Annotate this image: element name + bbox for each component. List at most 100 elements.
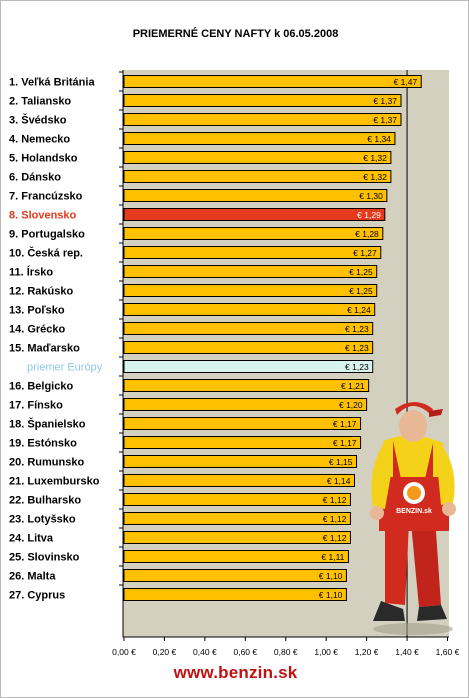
bar bbox=[123, 341, 374, 354]
category-label: 2. Taliansko bbox=[9, 96, 71, 108]
footer-url: www.benzin.sk bbox=[173, 663, 298, 682]
category-label: 5. Holandsko bbox=[9, 153, 78, 165]
mascot-arm-left bbox=[371, 445, 393, 509]
bar-value-label: € 1,23 bbox=[345, 324, 369, 334]
bar-value-label: € 1,14 bbox=[327, 476, 351, 486]
bar bbox=[123, 379, 370, 392]
bar bbox=[123, 474, 355, 487]
mascot-shirt-text: BENZIN.sk bbox=[396, 508, 432, 515]
mascot-leg-left bbox=[385, 521, 409, 605]
chart-title: PRIEMERNÉ CENY NAFTY k 06.05.2008 bbox=[132, 28, 339, 40]
mascot-logo-inner bbox=[407, 486, 421, 500]
bar-value-label: € 1,12 bbox=[323, 533, 347, 543]
bar bbox=[123, 284, 378, 297]
x-tick-label: 1,20 € bbox=[355, 647, 379, 657]
category-label: 9. Portugalsko bbox=[9, 229, 85, 241]
category-label: 13. Poľsko bbox=[9, 305, 65, 317]
category-label: 26. Malta bbox=[9, 571, 56, 583]
bar-value-label: € 1,32 bbox=[363, 172, 387, 182]
mascot-shoe-right bbox=[417, 605, 447, 621]
category-label: priemer Európy bbox=[27, 362, 103, 374]
mascot-cap-visor bbox=[429, 409, 443, 417]
x-tick-label: 0,60 € bbox=[233, 647, 257, 657]
category-label: 23. Lotyšsko bbox=[9, 514, 76, 526]
mascot-head bbox=[399, 410, 427, 442]
bar bbox=[123, 322, 374, 335]
bar-value-label: € 1,32 bbox=[363, 153, 387, 163]
bar bbox=[123, 588, 347, 601]
x-tick-label: 0,40 € bbox=[193, 647, 217, 657]
bar-value-label: € 1,37 bbox=[373, 96, 397, 106]
category-label: 7. Francúzsko bbox=[9, 191, 83, 203]
bar bbox=[123, 246, 382, 259]
bar bbox=[123, 265, 378, 278]
category-label: 16. Belgicko bbox=[9, 381, 73, 393]
bar-value-label: € 1,10 bbox=[319, 590, 343, 600]
bar-value-label: € 1,23 bbox=[345, 362, 369, 372]
category-label: 3. Švédsko bbox=[9, 114, 67, 127]
bar-value-label: € 1,21 bbox=[341, 381, 365, 391]
bar-value-label: € 1,34 bbox=[367, 134, 391, 144]
mascot-hand-left bbox=[370, 506, 384, 520]
bar-value-label: € 1,15 bbox=[329, 457, 353, 467]
category-label: 25. Slovinsko bbox=[9, 552, 80, 564]
bar bbox=[123, 113, 402, 126]
mascot-cap bbox=[395, 402, 433, 415]
x-tick-label: 1,40 € bbox=[395, 647, 419, 657]
category-label: 8. Slovensko bbox=[9, 210, 77, 222]
category-label: 19. Estónsko bbox=[9, 438, 77, 450]
bar-value-label: € 1,10 bbox=[319, 571, 343, 581]
mascot-shadow bbox=[373, 623, 453, 635]
bar-value-label: € 1,12 bbox=[323, 514, 347, 524]
category-label: 20. Rumunsko bbox=[9, 457, 84, 469]
bar-value-label: € 1,37 bbox=[373, 115, 397, 125]
category-label: 21. Luxembursko bbox=[9, 476, 100, 488]
mascot-strap-right bbox=[425, 443, 433, 479]
mascot-leg-right bbox=[411, 517, 441, 607]
category-label: 6. Dánsko bbox=[9, 172, 61, 184]
mascot-shoe-left bbox=[373, 601, 405, 621]
bar bbox=[123, 455, 358, 468]
x-tick-label: 1,60 € bbox=[436, 647, 460, 657]
bar bbox=[123, 512, 351, 525]
bar-value-label: € 1,11 bbox=[321, 552, 344, 562]
bar-value-label: € 1,12 bbox=[323, 495, 347, 505]
bar bbox=[123, 436, 362, 449]
bar bbox=[123, 94, 402, 107]
bar-value-label: € 1,20 bbox=[339, 400, 363, 410]
mascot-hand-right bbox=[442, 502, 456, 516]
bar bbox=[123, 132, 396, 145]
category-label: 1. Veľká Británia bbox=[9, 77, 95, 89]
category-label: 17. Fínsko bbox=[9, 400, 63, 412]
category-label: 10. Česká rep. bbox=[9, 247, 83, 260]
bar bbox=[123, 360, 374, 373]
bar-value-label: € 1,30 bbox=[359, 191, 383, 201]
category-label: 12. Rakúsko bbox=[9, 286, 73, 298]
bar-value-label: € 1,24 bbox=[347, 305, 371, 315]
bar bbox=[123, 208, 386, 221]
category-label: 24. Litva bbox=[9, 533, 54, 545]
mascot-arm-right bbox=[437, 447, 455, 505]
bar-value-label: € 1,17 bbox=[333, 438, 357, 448]
bar bbox=[123, 75, 422, 88]
bar bbox=[123, 398, 368, 411]
category-label: 27. Cyprus bbox=[9, 590, 65, 602]
bar bbox=[123, 550, 349, 563]
bar-value-label: € 1,25 bbox=[349, 286, 373, 296]
bar bbox=[123, 493, 351, 506]
x-tick-label: 1,00 € bbox=[314, 647, 338, 657]
bar-value-label: € 1,47 bbox=[394, 77, 418, 87]
bar-value-label: € 1,29 bbox=[357, 210, 381, 220]
bar bbox=[123, 569, 347, 582]
bar-value-label: € 1,25 bbox=[349, 267, 373, 277]
bar-value-label: € 1,27 bbox=[353, 248, 377, 258]
bar bbox=[123, 189, 388, 202]
category-label: 11. Írsko bbox=[9, 266, 53, 279]
category-label: 15. Maďarsko bbox=[9, 343, 80, 355]
x-tick-label: 0,80 € bbox=[274, 647, 298, 657]
bar bbox=[123, 151, 392, 164]
bar-value-label: € 1,17 bbox=[333, 419, 357, 429]
x-tick-label: 0,00 € bbox=[112, 647, 136, 657]
